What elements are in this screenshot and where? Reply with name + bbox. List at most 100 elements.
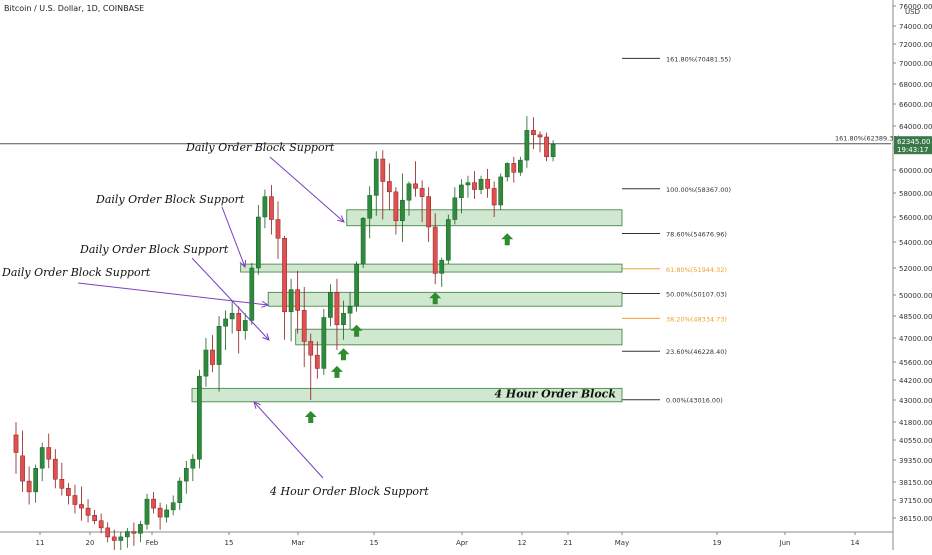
- fib-level-label: 100.00%(58367.00): [666, 186, 731, 194]
- candle-body: [216, 326, 222, 365]
- time-tick-label: 15: [370, 539, 379, 547]
- annotation-arrow-head: [261, 300, 270, 308]
- annotation-text: 4 Hour Order Block Support: [269, 485, 429, 498]
- price-tick-label: 60000.00: [899, 167, 932, 175]
- candle-body: [210, 349, 215, 365]
- candle-body: [164, 509, 170, 518]
- annotation-arrow-line: [221, 206, 246, 268]
- candle-body: [190, 458, 196, 469]
- price-tick-label: 47000.00: [899, 335, 932, 343]
- candle-body: [256, 216, 261, 269]
- candle-body: [275, 219, 281, 239]
- candle-body: [288, 289, 294, 313]
- candle-body: [59, 479, 65, 489]
- candle-body: [518, 159, 523, 173]
- annotation-arrow-head: [337, 215, 345, 223]
- annotation-arrow-line: [269, 156, 345, 223]
- zone-label: 4 Hour Order Block: [494, 387, 616, 400]
- candle-body: [445, 219, 451, 261]
- annotation-arrow-line: [77, 282, 269, 306]
- candle-body: [478, 178, 484, 190]
- candle-body: [79, 504, 84, 509]
- candle-body: [46, 447, 52, 460]
- annotation-text: Daily Order Block Support: [185, 141, 335, 154]
- candle-body: [504, 163, 510, 178]
- time-tick-label: Apr: [456, 539, 468, 547]
- price-tick-label: 74000.00: [899, 23, 932, 31]
- time-tick-label: 20: [86, 539, 95, 547]
- time-tick-label: 12: [518, 539, 527, 547]
- candle-body: [314, 354, 320, 369]
- order-block-zone: [191, 387, 623, 403]
- candle-body: [20, 455, 25, 482]
- resistance-label: 161.80%(62389.31): [835, 135, 900, 143]
- candle-body: [459, 184, 464, 199]
- candle-body: [33, 468, 38, 493]
- candle-body: [223, 318, 228, 327]
- time-tick-label: 21: [564, 539, 573, 547]
- annotation-arrow-line: [191, 257, 270, 341]
- order-block-zone: [295, 328, 623, 346]
- time-tick-label: May: [615, 539, 629, 547]
- candle-body: [242, 320, 248, 331]
- candle-body: [413, 183, 418, 189]
- candle-body: [118, 536, 124, 541]
- candle-body: [524, 130, 530, 161]
- price-tick-label: 43000.00: [899, 397, 932, 405]
- candle-body: [439, 259, 445, 274]
- fib-level-label: 50.00%(50107.03): [666, 291, 727, 299]
- last-price-tag: [894, 136, 932, 155]
- time-tick-label: Jun: [779, 539, 791, 547]
- candle-countdown: 19:43:17: [897, 146, 928, 154]
- price-tick-label: 40550.00: [899, 437, 932, 445]
- candle-body: [380, 158, 386, 182]
- candle-body: [39, 447, 45, 469]
- candle-body: [537, 134, 543, 138]
- fib-level-label: 0.00%(43016.00): [666, 397, 723, 405]
- candle-body: [144, 498, 150, 525]
- annotation-arrow-line: [253, 401, 324, 479]
- order-block-zone: [267, 291, 623, 307]
- candle-body: [138, 524, 143, 534]
- time-tick-label: 19: [713, 539, 722, 547]
- price-tick-label: 38150.00: [899, 479, 932, 487]
- candle-body: [92, 515, 97, 521]
- price-tick-label: 64000.00: [899, 123, 932, 131]
- candle-body: [550, 143, 556, 158]
- candle-body: [98, 520, 104, 529]
- candle-body: [183, 468, 189, 482]
- time-tick-label: Mar: [291, 539, 304, 547]
- candle-body: [321, 317, 327, 369]
- candle-body: [85, 507, 91, 516]
- time-tick-label: 15: [225, 539, 234, 547]
- candle-body: [249, 267, 255, 321]
- price-tick-label: 72000.00: [899, 41, 932, 49]
- price-tick-label: 56000.00: [899, 214, 932, 222]
- candle-body: [432, 226, 438, 274]
- price-tick-label: 50000.00: [899, 292, 932, 300]
- currency-label: USD: [905, 8, 920, 16]
- fib-level-label: 61.80%(51944.32): [666, 266, 727, 274]
- annotation-arrow-head: [253, 401, 261, 409]
- up-arrow-marker: [429, 292, 442, 305]
- price-tick-label: 48500.00: [899, 313, 932, 321]
- time-tick-label: 11: [36, 539, 45, 547]
- candle-body: [170, 502, 176, 511]
- candle-body: [105, 527, 111, 538]
- up-arrow-marker: [337, 348, 350, 361]
- price-tick-label: 41800.00: [899, 419, 932, 427]
- up-arrow-marker: [350, 324, 363, 337]
- candle-body: [452, 197, 458, 220]
- price-tick-label: 54000.00: [899, 239, 932, 247]
- candle-body: [269, 196, 274, 220]
- candle-body: [111, 536, 117, 541]
- candle-body: [301, 310, 307, 342]
- candle-body: [72, 495, 78, 505]
- annotation-text: Daily Order Block Support: [79, 243, 229, 256]
- candle-body: [308, 341, 314, 356]
- candle-body: [491, 188, 497, 206]
- price-tick-label: 70000.00: [899, 60, 932, 68]
- fib-level-label: 78.60%(54676.96): [666, 231, 727, 239]
